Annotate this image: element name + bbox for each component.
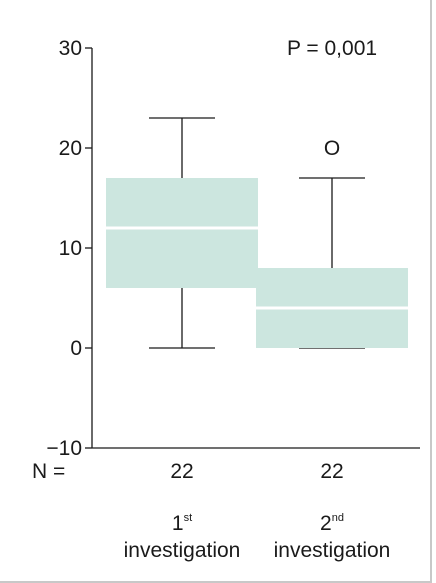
y-tick-label: 20 bbox=[59, 137, 82, 160]
iqr-box bbox=[106, 178, 258, 288]
y-tick-label: 30 bbox=[59, 37, 82, 60]
x-tick-label-line1: 1st bbox=[172, 512, 192, 535]
y-tick-label: 0 bbox=[70, 337, 82, 360]
y-tick-label: 10 bbox=[59, 237, 82, 260]
x-tick-label-line1: 2nd bbox=[320, 512, 344, 535]
x-tick-label-line2: investigation bbox=[124, 539, 241, 562]
n-value: 22 bbox=[170, 460, 193, 483]
ordinal-suffix: nd bbox=[332, 512, 344, 524]
n-label: N = bbox=[32, 460, 65, 483]
n-value: 22 bbox=[320, 460, 343, 483]
y-tick-label: −10 bbox=[46, 437, 82, 460]
x-tick-label-line2: investigation bbox=[274, 539, 391, 562]
ordinal-number: 2 bbox=[320, 512, 332, 535]
ordinal-suffix: st bbox=[184, 512, 193, 524]
y-axis: −10 0 10 20 30 bbox=[46, 37, 420, 460]
box-group-2: O bbox=[256, 137, 408, 349]
outlier-marker: O bbox=[324, 137, 340, 160]
ordinal-number: 1 bbox=[172, 512, 184, 535]
p-value-annotation: P = 0,001 bbox=[287, 37, 377, 60]
box-group-1 bbox=[106, 117, 258, 349]
box-series: O bbox=[106, 117, 408, 349]
